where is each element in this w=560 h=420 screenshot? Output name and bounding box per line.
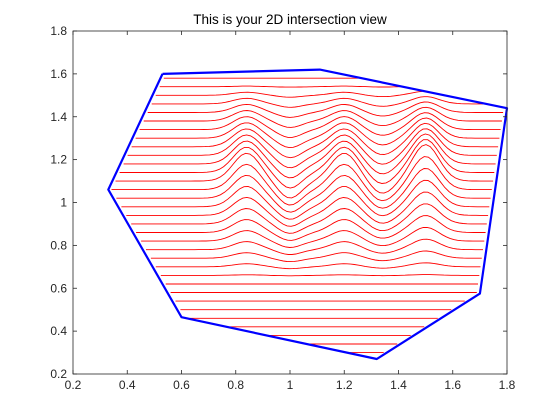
- x-tick-label: 0.8: [227, 378, 244, 392]
- contour-line: [139, 112, 501, 138]
- y-tick-label: 1.8: [50, 24, 67, 38]
- y-tick-label: 1.4: [50, 110, 67, 124]
- contour-line: [155, 90, 423, 98]
- x-tick-label: 0.6: [173, 378, 190, 392]
- contour-line: [147, 101, 504, 118]
- contour-line: [155, 262, 481, 270]
- contour-line: [127, 128, 497, 169]
- contour-line: [115, 144, 494, 199]
- chart-title: This is your 2D intersection view: [193, 12, 387, 27]
- contour-line: [119, 139, 495, 189]
- y-tick-label: 1.6: [50, 67, 67, 81]
- y-tick-label: 0.4: [50, 324, 67, 338]
- x-tick-label: 1: [287, 378, 294, 392]
- x-tick-label: 1.6: [444, 378, 461, 392]
- contour-line: [121, 179, 490, 220]
- boundary-line: [107, 68, 509, 361]
- y-tick-label: 1.2: [50, 153, 67, 167]
- x-axis: 0.2 0.4 0.6 0.8 1 1.2 1.4 1.6 1.8: [65, 31, 516, 392]
- contour-line: [126, 191, 489, 227]
- y-tick-label: 1: [60, 196, 67, 210]
- contour-line: [146, 238, 483, 255]
- y-tick-label: 0.2: [50, 367, 67, 381]
- contour-line: [136, 215, 486, 241]
- contour-line: [150, 250, 482, 263]
- contour-line: [116, 168, 491, 213]
- x-tick-label: 1.2: [336, 378, 353, 392]
- contour-line: [123, 133, 496, 179]
- contour-line: [143, 106, 502, 128]
- contour-line: [160, 274, 480, 277]
- axes-frame: [72, 30, 508, 375]
- x-tick-label: 1.4: [390, 378, 407, 392]
- contour-line: [135, 117, 500, 149]
- contour-line: [141, 226, 485, 248]
- contour-line: [111, 156, 492, 206]
- contour-line: [159, 85, 400, 88]
- axes-box: [72, 30, 508, 375]
- y-tick-label: 0.6: [50, 281, 67, 295]
- contour-line: [151, 96, 483, 108]
- y-tick-label: 0.8: [50, 238, 67, 252]
- contour-line: [131, 122, 499, 159]
- y-axis: 0.2 0.4 0.6 0.8 1 1.2 1.4 1.6 1.8: [50, 24, 507, 381]
- x-tick-label: 0.2: [65, 378, 82, 392]
- contour-line: [131, 203, 487, 234]
- x-tick-label: 1.8: [499, 378, 516, 392]
- contour-lines: [111, 77, 504, 354]
- boundary-polygon: [107, 68, 509, 361]
- x-tick-label: 0.4: [119, 378, 136, 392]
